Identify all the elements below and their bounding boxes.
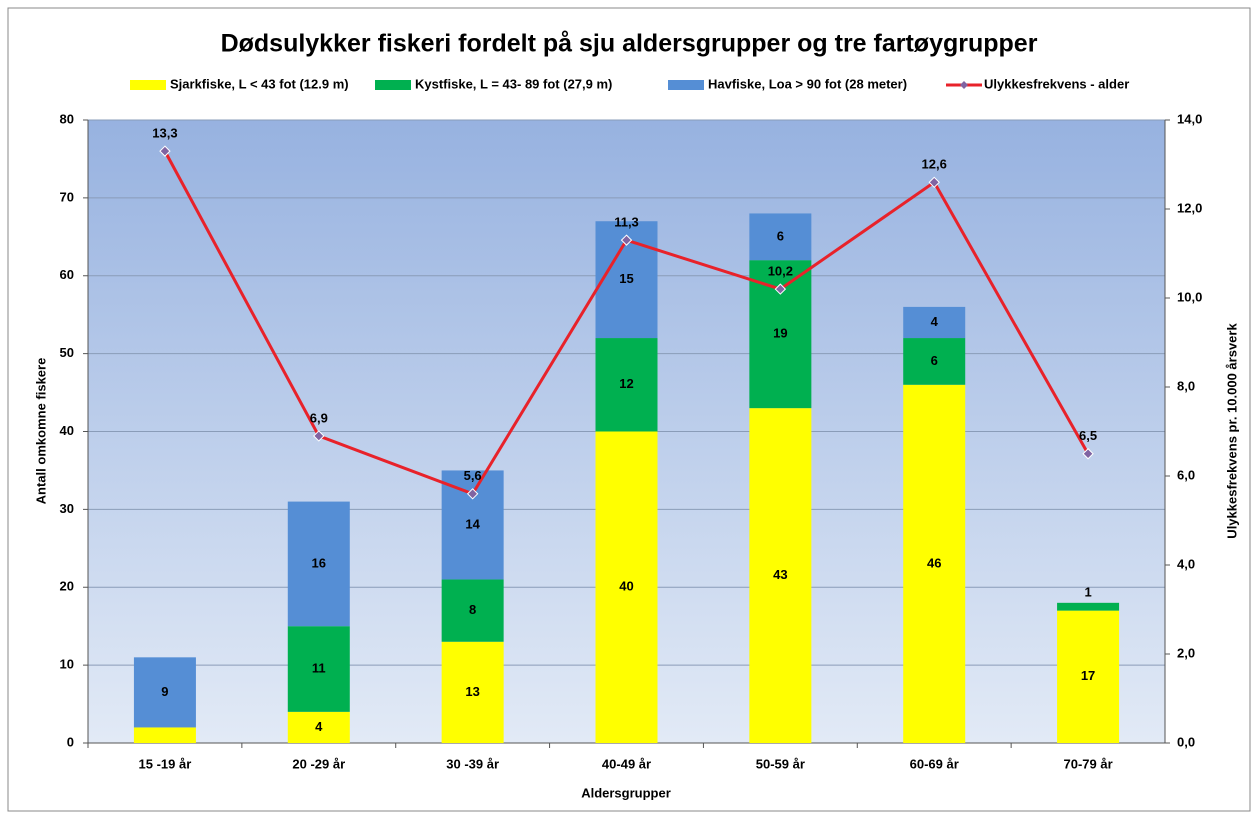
data-label: 4 [315,719,323,734]
bar-segment [903,306,966,339]
x-axis-title: Aldersgrupper [581,785,671,800]
data-label: 5,6 [464,468,482,483]
data-label: 1 [1084,584,1091,599]
data-label: 14 [465,516,480,531]
data-label: 19 [773,326,787,341]
bar-segment [749,213,812,261]
data-label: 12 [619,376,633,391]
y-tick-label: 30 [60,501,74,516]
data-label: 16 [312,555,326,570]
bar-segment [903,338,966,385]
y-tick-label: 10 [60,657,74,672]
bar-segment [595,338,658,432]
data-label: 9 [161,684,168,699]
y2-tick-label: 4,0 [1177,556,1195,571]
y-axis-title: Antall omkomne fiskere [33,358,48,505]
bar-segment [133,727,196,743]
legend-swatch [668,80,704,90]
bar-segment [441,579,504,642]
legend-swatch [130,80,166,90]
chart-title: Dødsulykker fiskeri fordelt på sju alder… [221,30,1038,58]
y-tick-label: 0 [67,734,74,749]
y2-tick-label: 2,0 [1177,645,1195,660]
data-label: 8 [469,602,476,617]
line-marker [620,234,633,246]
line-marker [159,145,171,157]
y2-tick-label: 10,0 [1177,289,1202,304]
data-label: 4 [931,314,939,329]
line-marker [1082,448,1094,460]
data-label: 11,3 [614,215,639,230]
data-label: 11 [312,660,326,675]
y-tick-label: 40 [60,423,74,438]
data-label: 13 [465,684,479,699]
bar-segment [133,657,196,728]
data-label: 10,2 [768,264,793,279]
legend-label: Ulykkesfrekvens - alder [984,76,1129,91]
y2-tick-label: 8,0 [1177,378,1195,393]
y-tick-label: 20 [60,579,74,594]
y2-tick-label: 12,0 [1177,200,1202,215]
x-tick-label: 20 -29 år [292,756,345,771]
bar-segment [595,431,658,743]
legend-marker [960,81,968,89]
x-tick-label: 50-59 år [756,756,805,771]
data-label: 43 [773,567,787,582]
y-tick-label: 80 [60,111,74,126]
line-marker [466,488,479,500]
y2-tick-label: 6,0 [1177,467,1195,482]
data-label: 6,5 [1079,428,1097,443]
bar-segment [287,711,350,743]
x-tick-label: 40-49 år [602,756,651,771]
legend-label: Havfiske, Loa > 90 fot (28 meter) [708,76,907,91]
data-label: 13,3 [152,126,177,141]
legend-swatch [375,80,411,90]
data-label: 12,6 [922,157,947,172]
line-marker [928,176,940,189]
y-tick-label: 70 [60,189,74,204]
y2-tick-label: 0,0 [1177,734,1195,749]
bar-segment [749,408,812,743]
data-label: 17 [1081,668,1095,683]
bar-segment [1057,602,1120,611]
line-marker [774,283,787,295]
bar-segment [287,626,350,712]
bar-segment [1057,610,1120,743]
data-label: 46 [927,555,941,570]
bar-segment [903,384,966,743]
legend-label: Sjarkfiske, L < 43 fot (12.9 m) [170,76,349,91]
data-label: 6,9 [310,410,328,425]
data-label: 6 [777,228,784,243]
bar-segment [287,501,350,627]
legend-label: Kystfiske, L = 43- 89 fot (27,9 m) [415,76,612,91]
bar-segment [441,641,504,743]
data-label: 6 [931,353,938,368]
x-tick-label: 15 -19 år [139,756,192,771]
data-label: 15 [619,271,633,286]
y2-tick-label: 14,0 [1177,111,1202,126]
x-tick-label: 30 -39 år [446,756,499,771]
y-tick-label: 50 [60,345,74,360]
x-tick-label: 70-79 år [1063,756,1112,771]
line-marker [313,430,325,442]
y2-axis-title: Ulykkesfrekvens pr. 10.000 årsverk [1224,323,1239,539]
data-label: 40 [619,579,633,594]
y-tick-label: 60 [60,267,74,282]
x-tick-label: 60-69 år [910,756,959,771]
